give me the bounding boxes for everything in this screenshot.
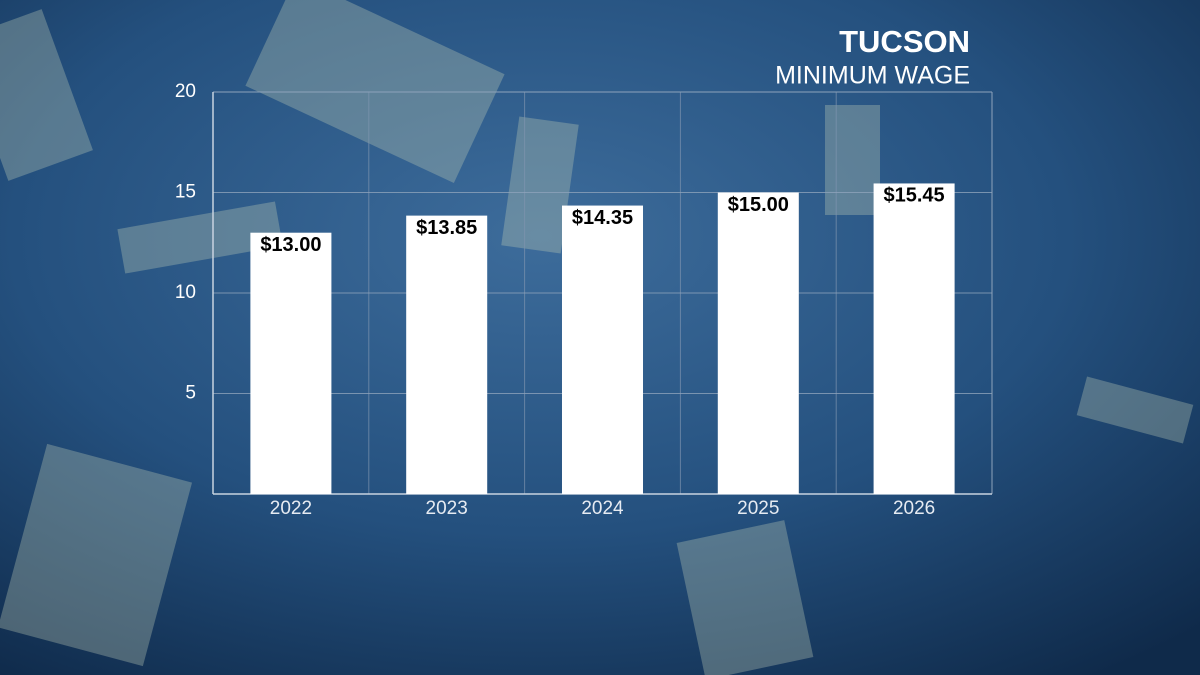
value-label: $15.45	[884, 185, 945, 207]
y-tick-label: 10	[175, 282, 196, 303]
bill	[825, 105, 880, 215]
bar	[873, 183, 955, 494]
value-label: $15.00	[728, 194, 789, 216]
x-tick-label: 2023	[426, 498, 468, 519]
x-tick-label: 2026	[893, 498, 935, 519]
value-label: $13.00	[260, 234, 321, 256]
bill	[0, 9, 93, 181]
value-label: $13.85	[416, 217, 477, 239]
x-tick-label: 2022	[270, 498, 312, 519]
x-tick-label: 2025	[737, 498, 779, 519]
x-tick-label: 2024	[581, 498, 624, 519]
y-tick-label: 15	[175, 182, 196, 203]
bill	[1076, 376, 1194, 444]
value-label: $14.35	[572, 207, 633, 229]
bill	[117, 201, 283, 274]
chart-title: TUCSON	[839, 24, 970, 59]
bill	[245, 0, 505, 183]
bar	[717, 192, 799, 494]
bar	[561, 205, 644, 494]
y-tick-label: 5	[185, 383, 196, 404]
bill	[676, 520, 814, 675]
plot-area: 5 10 15 20 2022 $13.00 2023 $13.85 2024 $14.35 202…	[175, 81, 993, 519]
bar	[250, 232, 332, 494]
bill	[501, 116, 579, 254]
y-tick-label: 20	[175, 81, 196, 102]
bill	[0, 443, 193, 667]
bar	[406, 215, 488, 495]
chart-subtitle: MINIMUM WAGE	[775, 62, 970, 90]
